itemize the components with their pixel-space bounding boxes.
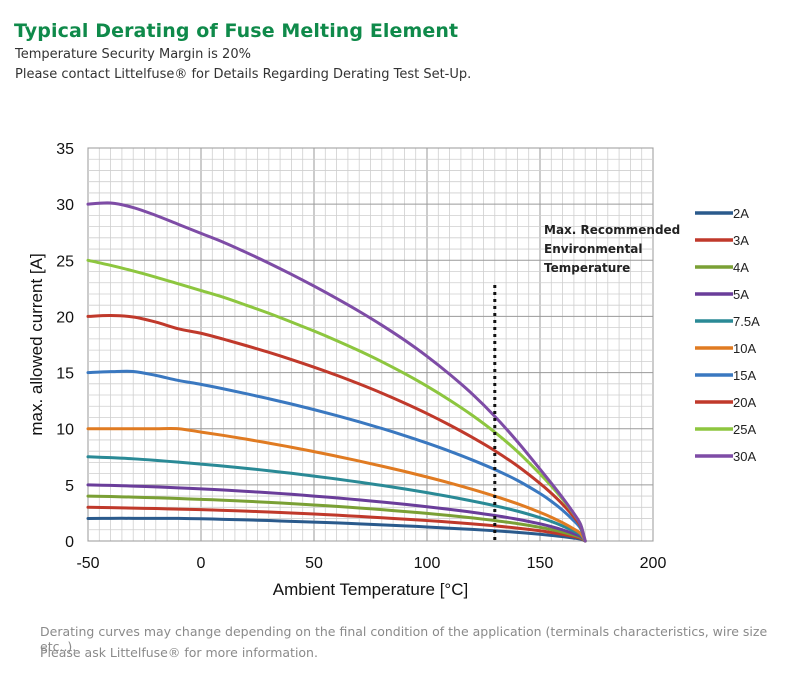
x-tick-label: -50 [76,555,99,572]
y-tick-label: 0 [65,534,74,551]
legend-label-3A: 3A [733,233,749,248]
legend-label-7.5A: 7.5A [733,314,760,329]
series-line-25A [86,258,587,543]
x-tick-label: 0 [197,555,206,572]
y-tick-label: 20 [56,309,74,326]
legend-label-15A: 15A [733,368,756,383]
annotation-label-line: Temperature [544,261,630,275]
y-tick-label: 5 [65,478,74,495]
y-tick-label: 35 [56,141,74,158]
footer-note-derating: Derating curves may change depending on … [40,624,768,654]
subtitle-contact: Please contact Littelfuse® for Details R… [15,67,472,82]
series-line-4A [86,494,587,543]
series-line-15A [86,369,587,543]
series-line-30A [86,201,587,543]
y-tick-label: 30 [56,197,74,214]
legend-label-20A: 20A [733,395,756,410]
series-line-2A [86,516,587,543]
x-tick-label: 200 [640,555,667,572]
series-line-10A [86,426,587,543]
footer-note-contact: Please ask Littelfuse® for more informat… [40,645,318,660]
chart-legend: 2A 3A 4A 5A 7.5A 10A 15A 20A 25A 30A [695,206,760,464]
legend-label-30A: 30A [733,449,756,464]
annotation-label-line: Max. Recommended [544,223,680,237]
legend-label-10A: 10A [733,341,756,356]
x-axis-title: Ambient Temperature [°C] [273,580,468,599]
series-line-7.5A [86,455,587,543]
series-line-5A [86,483,587,543]
x-tick-label: 100 [414,555,441,572]
series-line-3A [86,505,587,543]
y-tick-label: 15 [56,366,74,383]
subtitle-margin: Temperature Security Margin is 20% [15,47,251,62]
y-axis-title: max. allowed current [A] [27,253,46,435]
series-line-20A [86,314,587,543]
annotation-label-line: Environmental [544,242,643,256]
legend-label-25A: 25A [733,422,756,437]
legend-label-4A: 4A [733,260,749,275]
y-tick-label: 25 [56,253,74,270]
legend-label-5A: 5A [733,287,749,302]
chart-annotation: Max. Recommended Environmental Temperature [493,223,680,541]
chart-series [86,201,587,543]
y-tick-label: 10 [56,422,74,439]
legend-label-2A: 2A [733,206,749,221]
x-tick-label: 50 [305,555,323,572]
x-tick-label: 150 [527,555,554,572]
page-title: Typical Derating of Fuse Melting Element [14,20,459,42]
chart-grid [87,147,654,542]
